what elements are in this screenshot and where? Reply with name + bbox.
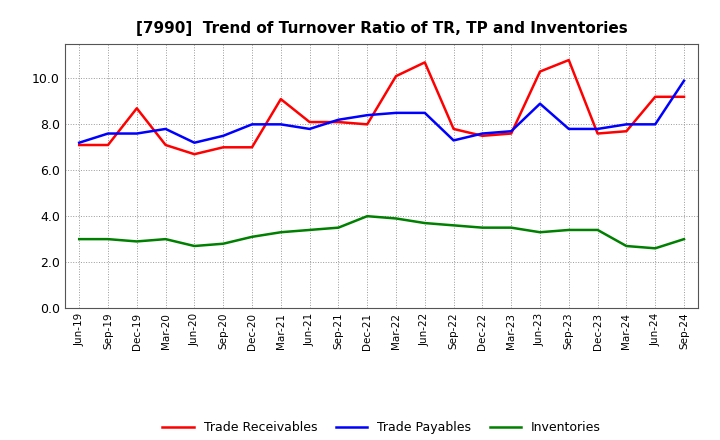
Trade Receivables: [507, 131, 516, 136]
Trade Payables: [219, 133, 228, 139]
Trade Receivables: [651, 94, 660, 99]
Trade Receivables: [392, 73, 400, 79]
Trade Receivables: [536, 69, 544, 74]
Trade Payables: [334, 117, 343, 122]
Inventories: [507, 225, 516, 230]
Trade Payables: [190, 140, 199, 145]
Trade Receivables: [219, 145, 228, 150]
Trade Receivables: [420, 60, 429, 65]
Trade Receivables: [593, 131, 602, 136]
Inventories: [104, 236, 112, 242]
Inventories: [276, 230, 285, 235]
Trade Payables: [132, 131, 141, 136]
Trade Payables: [420, 110, 429, 116]
Trade Receivables: [276, 96, 285, 102]
Trade Payables: [651, 122, 660, 127]
Trade Payables: [449, 138, 458, 143]
Inventories: [478, 225, 487, 230]
Inventories: [651, 246, 660, 251]
Trade Payables: [363, 113, 372, 118]
Inventories: [420, 220, 429, 226]
Inventories: [248, 234, 256, 239]
Trade Receivables: [449, 126, 458, 132]
Inventories: [363, 213, 372, 219]
Trade Receivables: [363, 122, 372, 127]
Trade Receivables: [305, 119, 314, 125]
Trade Receivables: [190, 151, 199, 157]
Trade Payables: [104, 131, 112, 136]
Trade Payables: [248, 122, 256, 127]
Trade Receivables: [104, 143, 112, 148]
Inventories: [392, 216, 400, 221]
Inventories: [305, 227, 314, 233]
Trade Payables: [305, 126, 314, 132]
Inventories: [593, 227, 602, 233]
Inventories: [190, 243, 199, 249]
Trade Payables: [564, 126, 573, 132]
Trade Payables: [276, 122, 285, 127]
Trade Receivables: [334, 119, 343, 125]
Line: Inventories: Inventories: [79, 216, 684, 248]
Trade Receivables: [564, 58, 573, 63]
Line: Trade Payables: Trade Payables: [79, 81, 684, 143]
Trade Payables: [680, 78, 688, 83]
Trade Payables: [75, 140, 84, 145]
Trade Payables: [593, 126, 602, 132]
Inventories: [219, 241, 228, 246]
Title: [7990]  Trend of Turnover Ratio of TR, TP and Inventories: [7990] Trend of Turnover Ratio of TR, TP…: [136, 21, 627, 36]
Trade Receivables: [248, 145, 256, 150]
Inventories: [75, 236, 84, 242]
Line: Trade Receivables: Trade Receivables: [79, 60, 684, 154]
Inventories: [161, 236, 170, 242]
Trade Receivables: [680, 94, 688, 99]
Trade Payables: [478, 131, 487, 136]
Trade Payables: [536, 101, 544, 106]
Trade Payables: [622, 122, 631, 127]
Inventories: [132, 239, 141, 244]
Trade Payables: [507, 128, 516, 134]
Trade Payables: [392, 110, 400, 116]
Legend: Trade Receivables, Trade Payables, Inventories: Trade Receivables, Trade Payables, Inven…: [157, 416, 606, 439]
Trade Receivables: [478, 133, 487, 139]
Trade Payables: [161, 126, 170, 132]
Trade Receivables: [161, 143, 170, 148]
Inventories: [622, 243, 631, 249]
Trade Receivables: [75, 143, 84, 148]
Inventories: [536, 230, 544, 235]
Inventories: [680, 236, 688, 242]
Trade Receivables: [622, 128, 631, 134]
Inventories: [334, 225, 343, 230]
Inventories: [449, 223, 458, 228]
Trade Receivables: [132, 106, 141, 111]
Inventories: [564, 227, 573, 233]
